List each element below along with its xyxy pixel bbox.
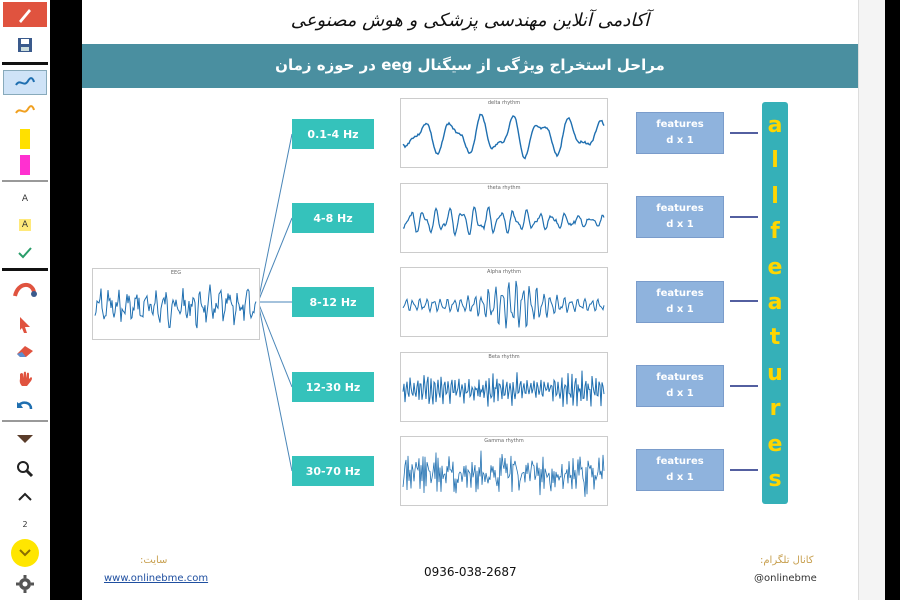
features-box-beta: features d x 1 [636, 365, 724, 407]
alpha-wave [402, 280, 605, 329]
blue-pen-icon[interactable] [3, 70, 47, 95]
text-icon[interactable]: A [21, 193, 29, 204]
input-signal-title: EEG [170, 270, 182, 276]
settings-icon[interactable] [3, 571, 47, 596]
zoom-icon[interactable] [3, 456, 47, 481]
save-icon[interactable] [3, 32, 47, 57]
gamma-wave [402, 450, 605, 497]
site-link[interactable]: www.onlinebme.com [104, 573, 209, 584]
signal-panel-gamma: Gamma rhythm [400, 436, 608, 506]
chevron-up-icon[interactable] [3, 484, 47, 509]
pen-icon[interactable] [3, 2, 47, 27]
signal-title-beta: Beta rhythm [488, 354, 520, 360]
pointer-icon[interactable] [3, 312, 47, 337]
beta-wave [402, 370, 605, 407]
site-label: سایت: [140, 555, 168, 566]
all-features-box: a l l f e a t u r e s [762, 102, 788, 504]
undo-icon[interactable] [3, 394, 47, 419]
telegram-label: کانال تلگرام: [760, 555, 814, 566]
features-box-gamma: features d x 1 [636, 449, 724, 491]
features-box-alpha: features d x 1 [636, 281, 724, 323]
orange-pen-icon[interactable] [3, 98, 47, 123]
check-icon[interactable] [3, 240, 47, 265]
features-box-delta: features d x 1 [636, 112, 724, 154]
signal-panel-beta: Beta rhythm [400, 352, 608, 422]
right-scroll-strip[interactable] [858, 0, 885, 600]
band-box-delta: 0.1-4 Hz [292, 119, 374, 149]
signal-panel-alpha: Alpha rhythm [400, 267, 608, 337]
signal-panel-theta: theta rhythm [400, 183, 608, 253]
delta-wave [402, 113, 605, 160]
signal-panel-delta: delta rhythm [400, 98, 608, 168]
band-box-gamma: 30-70 Hz [292, 456, 374, 486]
yellow-highlighter-icon[interactable] [3, 126, 47, 151]
text-highlight-icon[interactable]: A [3, 212, 47, 237]
slide-banner: مراحل استخراج ویژگی از سیگنال eeg در حوز… [82, 44, 858, 88]
signal-title-theta: theta rhythm [487, 185, 521, 191]
signal-title-delta: delta rhythm [487, 100, 521, 106]
connector-lines [257, 132, 758, 472]
presentation-slide: آکادمی آنلاین مهندسی پزشکی و هوش مصنوعی … [82, 0, 858, 600]
phone-number: 0936-038-2687 [424, 565, 517, 579]
eraser-icon[interactable] [3, 338, 47, 363]
band-box-theta: 4-8 Hz [292, 203, 374, 233]
input-eeg-panel: EEG [92, 268, 260, 340]
collapse-icon[interactable] [3, 426, 47, 451]
input-eeg-wave [94, 284, 257, 329]
hand-icon[interactable] [3, 366, 47, 391]
telegram-handle[interactable]: @onlinebme [754, 573, 817, 584]
signal-title-gamma: Gamma rhythm [484, 438, 524, 444]
features-box-theta: features d x 1 [636, 196, 724, 238]
annotation-toolbar: A A 2 [0, 0, 50, 600]
theta-wave [402, 206, 605, 237]
band-box-alpha: 8-12 Hz [292, 287, 374, 317]
signal-title-alpha: Alpha rhythm [487, 269, 521, 275]
pink-highlighter-icon[interactable] [3, 152, 47, 177]
arc-icon[interactable] [3, 278, 47, 303]
academy-title: آکادمی آنلاین مهندسی پزشکی و هوش مصنوعی [290, 10, 650, 31]
chevron-down-icon[interactable] [3, 538, 47, 567]
band-box-beta: 12-30 Hz [292, 372, 374, 402]
page-number: 2 [22, 520, 28, 529]
